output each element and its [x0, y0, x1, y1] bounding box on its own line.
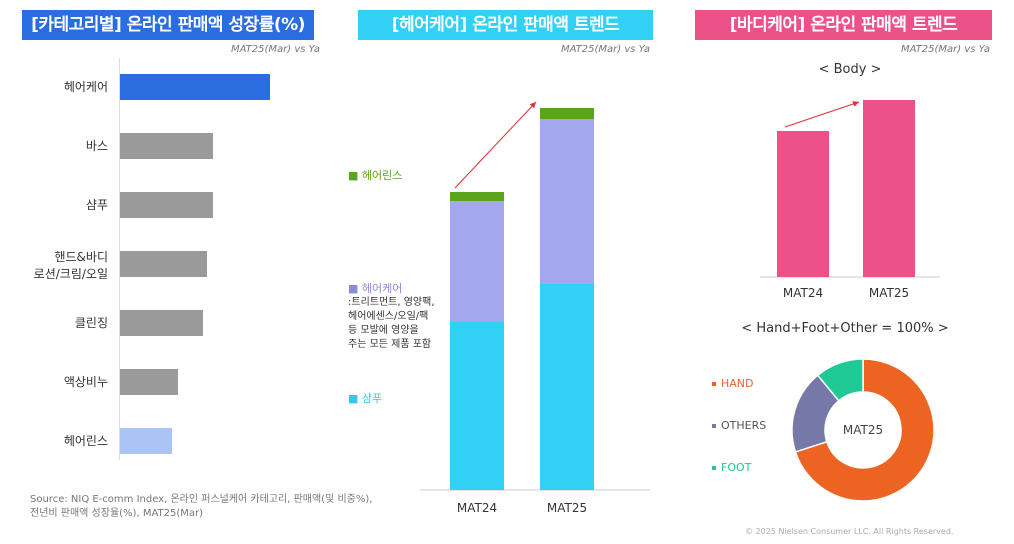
desc-line: 헤어에센스/오일/팩	[348, 311, 429, 322]
category-label: 바스	[85, 139, 108, 153]
growth-bar	[120, 369, 178, 395]
body-heading: < Body >	[818, 62, 882, 77]
growth-axis	[119, 58, 120, 460]
donut-center-label: MAT25	[843, 423, 883, 437]
growth-bar	[120, 310, 203, 336]
stack-segment-샴푸	[450, 322, 504, 490]
legend-rinse: ■ 헤어린스	[348, 167, 402, 183]
trend-arrow	[784, 101, 860, 128]
legend-label: OTHERS	[721, 419, 766, 432]
legend-swatch	[712, 466, 716, 470]
legend-shampoo: ■ 샴푸	[348, 390, 382, 406]
donut-heading: < Hand+Foot+Other = 100% >	[741, 321, 949, 336]
growth-bar	[120, 428, 172, 454]
growth-bar	[120, 74, 270, 100]
body-bar	[863, 100, 915, 277]
bodycare-chart-title: [바디케어] 온라인 판매액 트렌드	[695, 10, 992, 40]
growth-chart-title: [카테고리별] 온라인 판매액 성장률(%)	[22, 10, 314, 40]
x-tick-label: MAT25	[869, 286, 909, 300]
category-label: 액상비누	[63, 375, 108, 389]
legend-care-swatch: ■	[348, 282, 362, 295]
legend-care-label: 헤어케어	[361, 282, 403, 295]
donut-slice-foot	[816, 358, 864, 402]
category-label: 핸드&바디 로션/크림/오일	[33, 250, 108, 281]
trend-arrow	[454, 101, 537, 189]
category-label: 헤어케어	[63, 80, 108, 94]
stack-segment-샴푸	[540, 284, 594, 490]
legend-label: FOOT	[721, 461, 752, 474]
legend-rinse-swatch: ■	[348, 169, 362, 182]
growth-bar	[120, 251, 207, 277]
legend-swatch	[712, 424, 716, 428]
haircare-stacked-chart: MAT24 MAT25	[420, 101, 650, 515]
legend-care: ■ 헤어케어	[348, 280, 402, 296]
legend-swatch	[712, 382, 716, 386]
haircare-chart-subtitle: MAT25(Mar) vs Ya	[560, 44, 650, 55]
stack-segment-헤어케어	[540, 119, 594, 284]
x-tick-label: MAT24	[457, 501, 497, 515]
source-line: 전년비 판매액 성장율(%), MAT25(Mar)	[30, 508, 204, 519]
desc-line: 주는 모든 제품 포함	[348, 339, 432, 350]
donut-chart: HAND OTHERS FOOT MAT25	[712, 358, 935, 502]
legend-care-description: :트리트먼트, 영양팩, 헤어에센스/오일/팩 등 모발에 영양을 주는 모든 …	[348, 296, 435, 352]
body-bar	[777, 131, 829, 277]
haircare-chart-title: [헤어케어] 온라인 판매액 트렌드	[358, 10, 653, 40]
legend-shampoo-swatch: ■	[348, 392, 362, 405]
desc-line: :트리트먼트, 영양팩,	[348, 297, 435, 308]
legend-label: HAND	[721, 377, 754, 390]
stack-segment-헤어린스	[540, 108, 594, 119]
source-line: Source: NIQ E-comm Index, 온라인 퍼스널케어 카테고리…	[30, 494, 373, 505]
x-tick-label: MAT25	[547, 501, 587, 515]
category-label: 클린징	[74, 316, 108, 330]
category-label: 샴푸	[85, 198, 108, 212]
source-note: Source: NIQ E-comm Index, 온라인 퍼스널케어 카테고리…	[30, 493, 372, 521]
growth-chart-subtitle: MAT25(Mar) vs Ya	[230, 44, 320, 55]
copyright: © 2025 Nielsen Consumer LLC. All Rights …	[745, 527, 954, 536]
legend-shampoo-label: 샴푸	[361, 392, 383, 405]
x-tick-label: MAT24	[783, 286, 823, 300]
growth-bar	[120, 192, 213, 218]
stack-segment-헤어케어	[450, 201, 504, 322]
category-label: 헤어린스	[63, 434, 108, 448]
bodycare-chart-subtitle: MAT25(Mar) vs Ya	[900, 44, 990, 55]
desc-line: 등 모발에 영양을	[348, 325, 419, 336]
body-bar-chart: MAT24 MAT25	[760, 100, 940, 300]
legend-rinse-label: 헤어린스	[361, 169, 403, 182]
stack-segment-헤어린스	[450, 192, 504, 201]
growth-bar	[120, 133, 213, 159]
donut-slice-hand	[794, 358, 935, 502]
